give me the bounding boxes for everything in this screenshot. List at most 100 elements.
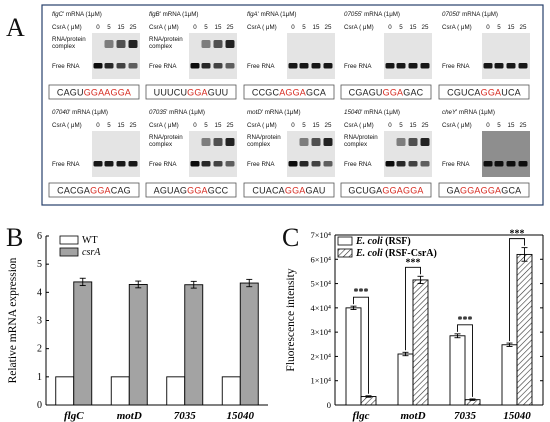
gel-image [189,131,237,177]
gel-title: flgB' mRNA (1μM) [149,11,198,18]
concentration-label: 5 [302,24,306,31]
concentration-label: 15 [508,24,515,31]
y-tick-label: 2 [37,344,42,355]
sequence: CGAGUGGAGAC [349,88,424,98]
concentration-label: 25 [227,122,234,129]
csra-label: CsrA ( μM) [149,24,179,31]
free-rna-band [225,161,235,167]
complex-band [396,138,406,146]
concentration-label: 25 [325,24,332,31]
complex-band [201,40,211,48]
complex-band [323,138,333,146]
gel-title-suffix: ' mRNA (1μM) [456,109,495,116]
free-rna-band [116,161,126,167]
y-tick-label: 5×10⁴ [310,279,331,289]
x-tick-label: 15040 [503,410,531,422]
gel-title-suffix: ' mRNA (1μM) [160,11,199,18]
sequence-segment: GGA [90,186,111,196]
free-rna-band [385,63,395,69]
y-axis-label: Relative mRNA expression [7,257,19,383]
significance-label: *** [354,287,369,298]
free-rna-label: Free RNA [442,63,470,70]
concentration-label: 25 [130,24,137,31]
sequence-segment: CCGC [252,88,280,98]
bar [184,284,204,406]
gel-title-suffix: ' mRNA (1μM) [69,109,108,116]
sequence-segment: CUACA [252,186,285,196]
sequence-segment: GCUGA [348,186,382,196]
gel-title: 07055' mRNA (1μM) [344,11,400,18]
gel-cheY: cheY' mRNA (1μM) CsrA ( μM) 0 5 15 25 Free RNA… [438,109,530,198]
free-rna-band [288,63,298,69]
gel-gene-name: motD [247,109,262,116]
gel-title-suffix: ' mRNA (1μM) [262,109,301,116]
sequence-segment: AGGA [279,88,306,98]
concentration-label: 25 [520,24,527,31]
gel-title: flgA' mRNA (1μM) [247,11,296,18]
sequence: AGUAGGGAGCC [154,186,229,196]
sequence-segment: GCC [208,186,229,196]
gel-title-suffix: ' mRNA (1μM) [361,11,400,18]
free-rna-band [104,161,114,167]
panel-letter-b: B [6,223,23,252]
sequence: CACGAGGACAG [57,186,131,196]
gel-title-suffix: ' mRNA (1μM) [63,11,102,18]
legend-label: E. coli (RSF) [355,236,411,247]
complex-label: RNA/protein [52,36,86,43]
gel-title-suffix: ' mRNA (1μM) [166,109,205,116]
concentration-label: 0 [96,24,100,31]
free-rna-band [483,63,493,69]
sequence-segment: GAC [403,88,423,98]
free-rna-band [93,161,103,167]
panel-letter-c: C [282,223,299,252]
y-tick-label: 0 [327,400,331,410]
concentration-label: 15 [118,122,125,129]
csra-label: CsrA ( μM) [52,122,82,129]
concentration-label: 25 [520,122,527,129]
csra-label: CsrA ( μM) [149,122,179,129]
free-rna-label: Free RNA [52,161,80,168]
x-tick-label: motD [117,410,142,422]
complex-band [213,40,223,48]
bar [239,282,259,406]
free-rna-label: Free RNA [247,63,275,70]
gel-image [482,131,530,177]
sequence-box [145,84,237,100]
csra-label: CsrA ( μM) [344,122,374,129]
y-tick-label: 7×10⁴ [310,230,331,240]
significance-bracket [509,238,525,342]
complex-label: RNA/protein [344,134,378,141]
concentration-label: 5 [399,122,403,129]
free-rna-band [190,161,200,167]
concentration-label: 0 [193,122,197,129]
gel-flgC: flgC' mRNA (1μM) CsrA ( μM) 0 5 15 25 RNA/prot… [48,11,140,100]
legend-label: csrA [82,247,101,258]
sequence-box [438,182,530,198]
x-tick-label: 15040 [227,410,255,422]
bar [449,335,466,406]
concentration-label: 15 [410,122,417,129]
complex-band [128,40,138,48]
gel-gene-name: flgB [149,11,160,18]
concentration-label: 15 [215,122,222,129]
free-rna-label: Free RNA [52,63,80,70]
y-tick-label: 4×10⁴ [310,303,331,313]
concentration-label: 0 [388,24,392,31]
bar [516,253,533,406]
concentration-label: 5 [497,122,501,129]
sequence-box [48,84,140,100]
gel-title: 07050' mRNA (1μM) [442,11,498,18]
concentration-label: 5 [204,24,208,31]
bar [345,307,362,406]
concentration-label: 5 [107,24,111,31]
significance-label: *** [458,315,473,326]
legend-species: E. coli [355,236,383,247]
free-rna-band [213,63,223,69]
bar [412,279,429,406]
gel-image [92,131,140,177]
concentration-label: 0 [96,122,100,129]
concentration-label: 25 [422,24,429,31]
free-rna-band [408,63,418,69]
sequence-segment: GA [447,186,460,196]
